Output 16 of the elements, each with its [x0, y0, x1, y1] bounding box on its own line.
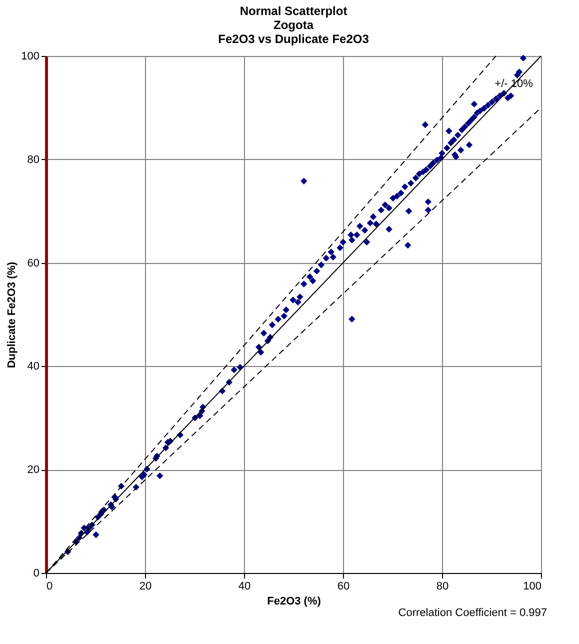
- x-tick-label: 60: [337, 580, 350, 592]
- x-tick-label: 80: [436, 580, 449, 592]
- chart-title: Normal Scatterplot Zogota Fe2O3 vs Duplicate Fe2O3: [218, 4, 370, 46]
- x-axis-title: Fe2O3 (%): [267, 596, 322, 608]
- y-axis-title: Duplicate Fe2O3 (%): [6, 261, 18, 368]
- y-tick-label: 60: [27, 257, 40, 270]
- y-tick-label: 0: [33, 568, 40, 580]
- x-tick-label: 40: [238, 580, 251, 592]
- x-tick-label: 100: [523, 580, 542, 592]
- y-tick-label: 40: [27, 360, 40, 373]
- y-tick-label: 100: [21, 50, 40, 62]
- y-tick-label: 80: [27, 154, 40, 166]
- y-tick-label: 20: [27, 464, 40, 476]
- x-tick-label: 20: [139, 580, 152, 592]
- x-tick-label: 0: [46, 580, 53, 592]
- text: Correlation Coefficient = 0.997: [398, 607, 547, 619]
